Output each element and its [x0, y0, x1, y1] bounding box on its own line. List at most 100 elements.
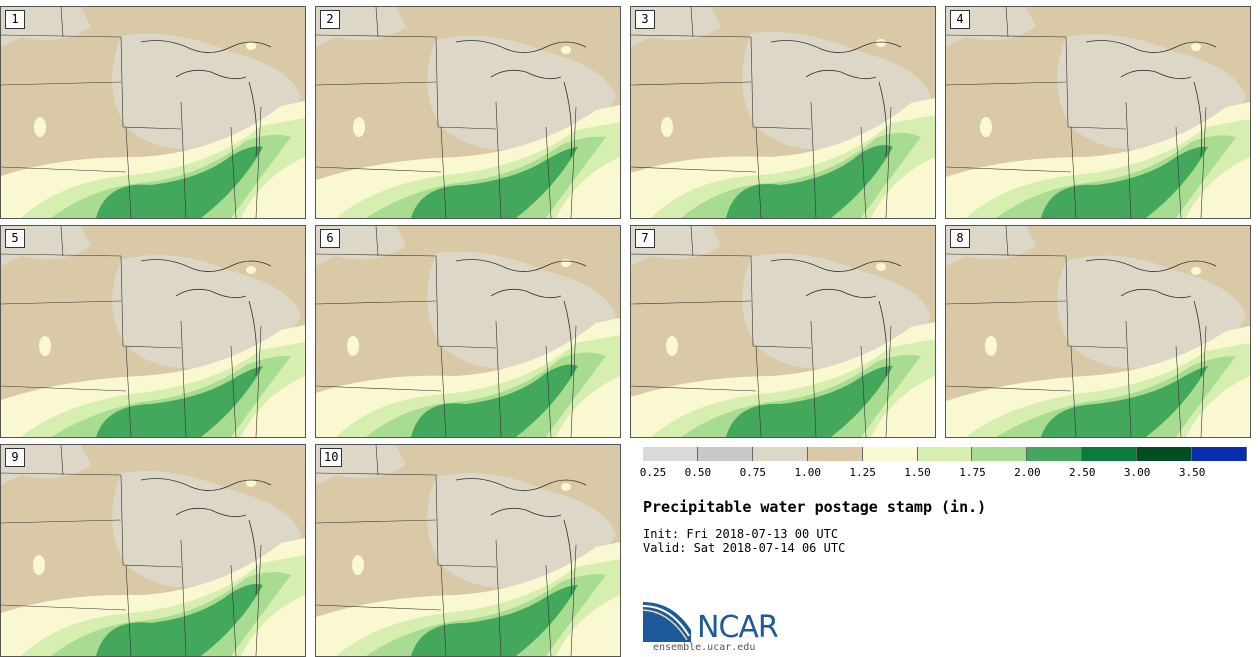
moist-cell	[561, 483, 571, 491]
map-9	[1, 445, 305, 656]
moist-cell	[1191, 267, 1201, 275]
dry-region	[427, 251, 616, 369]
init-time: Init: Fri 2018-07-13 00 UTC	[643, 527, 839, 541]
moist-cell	[661, 117, 673, 137]
colorbar-tick-label: 0.25	[639, 466, 667, 479]
map-6	[316, 226, 620, 437]
state-borders	[1, 226, 262, 437]
state-borders	[631, 226, 892, 437]
moist-core	[96, 366, 263, 437]
state-borders	[316, 7, 577, 218]
moist-core	[726, 145, 893, 218]
colorbar-swatch	[1137, 447, 1193, 461]
ncar-logo-icon	[643, 602, 691, 642]
colorbar-swatch	[1027, 447, 1083, 461]
lake-outlines	[1085, 40, 1217, 158]
moist-core	[411, 364, 578, 437]
moist-cell	[33, 555, 45, 575]
colorbar-swatch	[1082, 447, 1138, 461]
dry-region	[1057, 255, 1246, 369]
dry-region	[112, 33, 301, 150]
lake-outlines	[770, 259, 902, 377]
panel-label: 5	[5, 229, 25, 248]
member-panel-6: 6	[315, 225, 621, 438]
dry-region	[112, 254, 301, 369]
map-7	[631, 226, 935, 437]
panel-label: 8	[950, 229, 970, 248]
moist-cell	[39, 336, 51, 356]
map-4	[946, 7, 1250, 218]
lake-outlines	[1085, 259, 1217, 377]
map-8	[946, 226, 1250, 437]
moist-cell	[876, 263, 886, 271]
panel-label: 6	[320, 229, 340, 248]
lake-outlines	[455, 259, 587, 377]
panel-label: 1	[5, 10, 25, 29]
colorbar-tick-label: 2.50	[1069, 466, 1096, 479]
state-borders	[1, 445, 262, 656]
moist-cell	[246, 479, 256, 487]
panel-label: 3	[635, 10, 655, 29]
panel-label: 4	[950, 10, 970, 29]
state-borders	[316, 226, 577, 437]
colorbar-tick-label: 3.50	[1178, 466, 1206, 479]
moist-cell	[347, 336, 359, 356]
colorbar-ticks: 0.25 0.50 0.75 1.00 1.25 1.50 1.75 2.00 2.50 3.00…	[639, 466, 1247, 480]
colorbar-tick-label: 2.00	[1014, 466, 1041, 479]
state-borders	[316, 445, 577, 656]
moist-cell	[34, 117, 46, 137]
colorbar	[643, 447, 1247, 461]
moist-cell	[985, 336, 997, 356]
lake-outlines	[770, 40, 902, 158]
member-panel-10: 10	[315, 444, 621, 657]
panel-label: 2	[320, 10, 340, 29]
moist-cell	[666, 336, 678, 356]
site-url: ensemble.ucar.edu	[653, 642, 756, 653]
lake-outlines	[140, 40, 272, 158]
panel-label: 10	[320, 448, 343, 467]
colorbar-swatch	[917, 447, 973, 461]
moist-core	[96, 584, 263, 656]
member-panel-1: 1	[0, 6, 306, 219]
map-10	[316, 445, 620, 656]
state-borders	[631, 7, 892, 218]
lake-outlines	[455, 40, 587, 158]
dry-region	[427, 473, 616, 588]
ncar-logo-text: NCAR	[697, 610, 779, 645]
moist-cell	[353, 117, 365, 137]
dry-region	[742, 253, 931, 369]
member-panel-5: 5	[0, 225, 306, 438]
dry-region	[742, 31, 931, 150]
colorbar-swatch	[643, 447, 698, 461]
valid-time: Valid: Sat 2018-07-14 06 UTC	[643, 541, 846, 555]
colorbar-tick-label: 1.25	[849, 466, 876, 479]
moist-cell	[561, 259, 571, 267]
colorbar-tick-label: 1.75	[959, 466, 986, 479]
moist-cell	[352, 555, 364, 575]
colorbar-tick-label: 0.50	[684, 466, 712, 479]
chart-title: Precipitable water postage stamp (in.)	[643, 498, 987, 516]
moist-cell	[561, 46, 571, 54]
map-3	[631, 7, 935, 218]
state-borders	[946, 7, 1207, 218]
moist-cell	[246, 42, 256, 50]
dry-region	[1057, 34, 1246, 150]
moist-core	[1041, 366, 1208, 437]
member-panel-3: 3	[630, 6, 936, 219]
dry-region	[427, 35, 616, 150]
member-panel-7: 7	[630, 225, 936, 438]
moist-cell	[980, 117, 992, 137]
colorbar-swatch	[972, 447, 1028, 461]
state-borders	[1, 7, 262, 218]
map-2	[316, 7, 620, 218]
colorbar-swatch	[807, 447, 863, 461]
colorbar-swatch	[1192, 447, 1247, 461]
member-panel-2: 2	[315, 6, 621, 219]
moist-core	[1041, 146, 1208, 218]
colorbar-swatch	[697, 447, 753, 461]
moist-core	[411, 147, 578, 218]
panel-label: 9	[5, 448, 25, 467]
moist-cell	[246, 266, 256, 274]
lake-outlines	[140, 259, 272, 377]
map-5	[1, 226, 305, 437]
